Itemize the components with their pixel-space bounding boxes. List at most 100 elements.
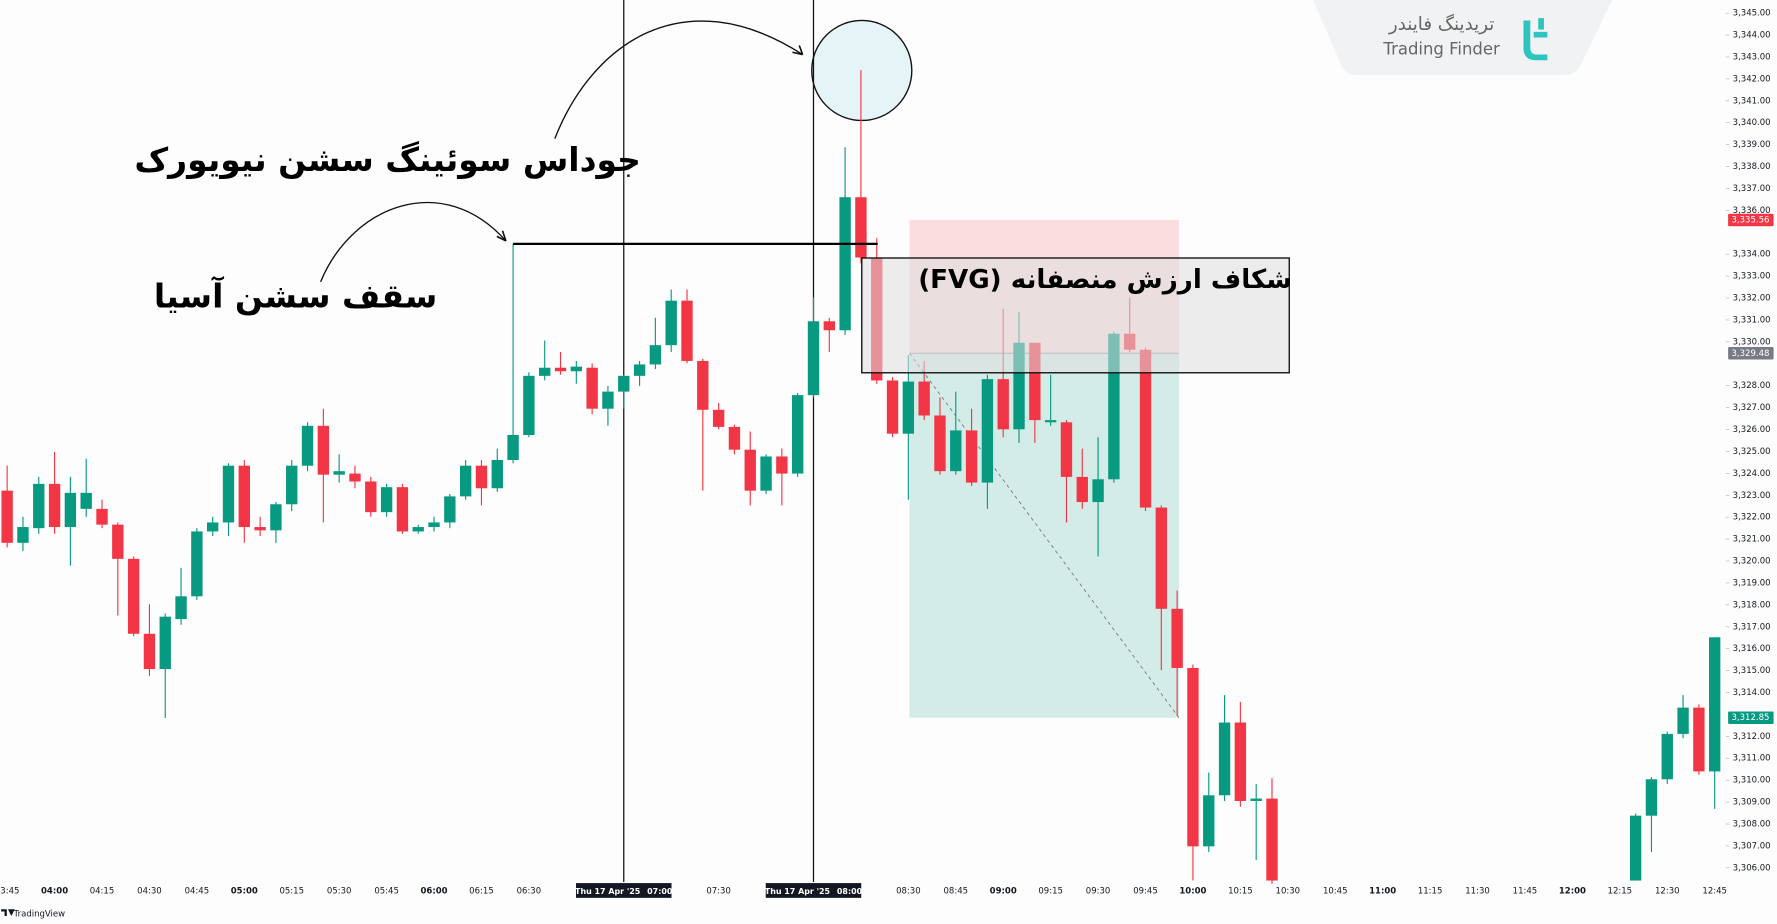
candle-body: [1171, 608, 1183, 668]
candle-body: [934, 415, 946, 472]
candle-body: [1709, 637, 1721, 772]
judas-label: جوداس سوئینگ سشن نیویورک: [134, 140, 641, 180]
time-label-box: [576, 883, 672, 898]
time-label: Thu 17 Apr '25 07:00: [575, 887, 673, 896]
candle-body: [918, 381, 930, 416]
arrow-head: [792, 45, 804, 56]
price-label: 3,312.85: [1732, 713, 1770, 723]
x-tick-label: 11:45: [1513, 887, 1538, 897]
y-tick-label: 3,345.00: [1733, 9, 1771, 19]
candle-body: [428, 522, 440, 528]
candle-body: [523, 375, 535, 436]
candle-body: [539, 367, 551, 376]
candle-body: [1677, 707, 1689, 734]
candle-body: [1108, 333, 1120, 480]
time-label-date: Thu 17 Apr '25: [765, 887, 830, 896]
judas-circle: [811, 19, 913, 122]
candle-body: [807, 321, 820, 396]
candle-body: [270, 504, 282, 531]
candle-body: [586, 367, 598, 409]
candle-body: [839, 197, 851, 331]
y-tick-label: 3,312.00: [1733, 732, 1771, 742]
y-tick-label: 3,320.00: [1733, 557, 1771, 567]
y-tick-label: 3,341.00: [1733, 96, 1771, 106]
candle-body: [286, 465, 298, 505]
candle-body: [349, 473, 361, 482]
y-tick-label: 3,325.00: [1733, 447, 1771, 457]
y-tick-label: 3,306.00: [1733, 863, 1771, 873]
y-tick-label: 3,318.00: [1733, 600, 1771, 610]
x-tick-label: 12:15: [1608, 887, 1633, 897]
logo-fa: تریدینگ فایندر: [1388, 13, 1494, 35]
candle-body: [1044, 420, 1057, 423]
candle-body: [1661, 733, 1673, 780]
arrow-head: [496, 230, 507, 242]
candle-body: [64, 492, 77, 528]
asia-high-label: سقف سشن آسیا: [154, 275, 437, 315]
candle-body: [1218, 722, 1231, 796]
y-tick-label: 3,314.00: [1733, 688, 1771, 698]
price-label: 3,335.56: [1732, 216, 1770, 226]
y-tick-label: 3,321.00: [1733, 535, 1771, 545]
y-tick-label: 3,343.00: [1733, 52, 1771, 62]
candle-body: [1250, 798, 1262, 801]
x-tick-label: 08:45: [944, 887, 969, 897]
y-tick-label: 3,326.00: [1733, 425, 1771, 435]
candle-body: [1, 490, 13, 543]
candle-body: [48, 483, 61, 528]
time-axis: 03:45 04:00 04:15 04:30 04:45 05:00 05:15 05:30…: [0, 883, 1727, 898]
candle-body: [1060, 422, 1073, 477]
candle-body: [649, 345, 662, 365]
y-tick-label: 3,332.00: [1733, 294, 1771, 304]
axis-background: [1725, 0, 1777, 887]
candle-body: [697, 360, 709, 410]
y-tick-label: 3,310.00: [1733, 776, 1771, 786]
x-tick-label: 05:45: [374, 887, 399, 897]
candle-body: [1013, 342, 1025, 430]
candle-body: [712, 409, 725, 427]
x-tick-label: 06:00: [420, 887, 447, 897]
candle-body: [823, 321, 835, 331]
y-tick-label: 3,333.00: [1733, 272, 1771, 282]
candle-body: [333, 471, 345, 475]
time-label-box: [765, 883, 862, 898]
candle-body: [507, 435, 519, 460]
x-tick-label: 10:15: [1228, 887, 1253, 897]
candle-body: [665, 300, 677, 346]
candle-body: [1693, 707, 1705, 772]
x-tick-label: 04:00: [41, 887, 68, 897]
y-tick-label: 3,334.00: [1733, 250, 1771, 260]
y-tick-label: 3,316.00: [1733, 644, 1771, 654]
y-tick-label: 3,340.00: [1733, 118, 1771, 128]
candle-body: [886, 380, 899, 434]
candle-body: [633, 364, 646, 376]
x-tick-label: 06:30: [517, 887, 542, 897]
x-tick-label: 05:00: [231, 887, 258, 897]
y-tick-label: 3,330.00: [1733, 337, 1771, 347]
x-tick-label: 10:30: [1276, 887, 1301, 897]
logo: تریدینگ فایندر Trading Finder: [1313, 0, 1613, 76]
logo-en: Trading Finder: [1382, 40, 1500, 59]
x-tick-label: 11:30: [1465, 887, 1490, 897]
candle-body: [143, 633, 156, 670]
y-tick-label: 3,317.00: [1733, 622, 1771, 632]
candle-body: [570, 366, 583, 372]
candle-body: [997, 379, 1009, 430]
price-label-box: [1728, 213, 1774, 227]
logo-icon: [1523, 18, 1548, 61]
x-tick-label: 03:45: [0, 887, 19, 897]
drawings-under: [623, 0, 913, 882]
candle-body: [1234, 722, 1247, 801]
asia-arrow: [319, 202, 507, 283]
price-axis: 3,306.00 3,307.00 3,308.00 3,309.00 3,310.00…: [1725, 0, 1777, 887]
candle-body: [855, 197, 867, 258]
x-tick-label: 09:00: [990, 887, 1017, 897]
candle-body: [238, 465, 250, 528]
candle-body: [17, 527, 29, 543]
x-tick-label: 09:30: [1086, 887, 1111, 897]
time-label-date: Thu 17 Apr '25: [575, 887, 640, 896]
judas-arrow: [554, 20, 804, 139]
x-tick-label: 09:15: [1038, 887, 1063, 897]
candle-body: [159, 616, 171, 670]
candle-body: [96, 508, 108, 525]
